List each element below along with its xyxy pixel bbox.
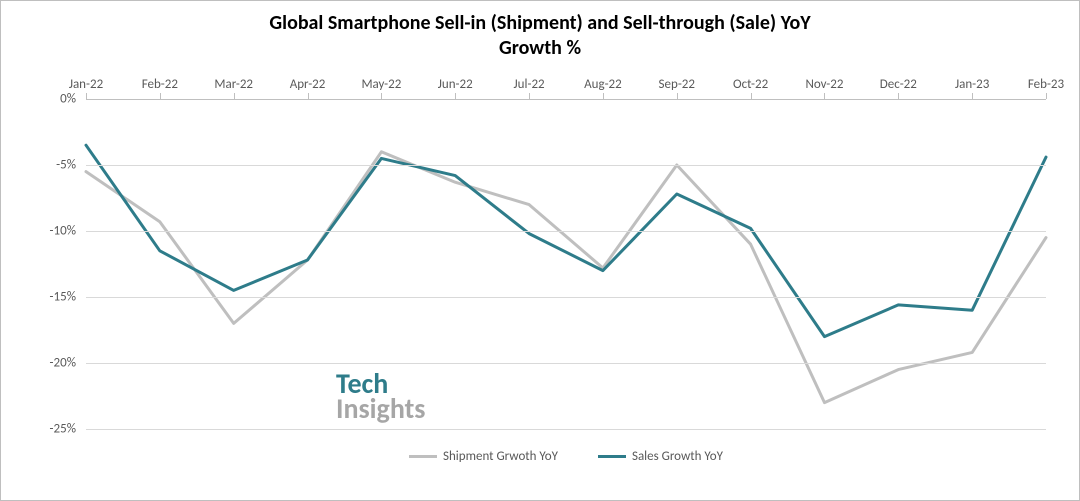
x-tick-label: Jul-22 <box>514 77 545 92</box>
chart-container: Global Smartphone Sell-in (Shipment) and… <box>0 0 1080 501</box>
x-tick <box>1046 93 1047 99</box>
y-tick-label: -10% <box>50 224 76 239</box>
x-tick <box>824 93 825 99</box>
x-tick-label: Jan-22 <box>69 77 103 92</box>
chart-title-line2: Growth % <box>1 36 1079 61</box>
x-tick <box>972 93 973 99</box>
x-tick-label: Jan-23 <box>955 77 989 92</box>
x-tick-label: Oct-22 <box>733 77 768 92</box>
legend-swatch <box>598 455 626 458</box>
x-tick-label: May-22 <box>361 77 401 92</box>
x-tick <box>160 93 161 99</box>
series-line <box>86 152 1046 403</box>
x-tick <box>603 93 604 99</box>
gridline <box>86 165 1046 166</box>
y-tick-label: -5% <box>56 158 76 173</box>
x-tick <box>751 93 752 99</box>
y-tick-label: -25% <box>50 422 76 437</box>
gridline <box>86 99 1046 100</box>
gridline <box>86 363 1046 364</box>
gridline <box>86 231 1046 232</box>
x-tick-label: Nov-22 <box>805 77 843 92</box>
gridline <box>86 429 1046 430</box>
x-tick-label: Jun-22 <box>438 77 473 92</box>
legend-item: Shipment Grwoth YoY <box>409 449 558 464</box>
legend: Shipment Grwoth YoY Sales Growth YoY <box>86 449 1046 464</box>
y-tick-label: -20% <box>50 356 76 371</box>
x-tick <box>234 93 235 99</box>
x-tick <box>86 93 87 99</box>
x-tick-label: Apr-22 <box>290 77 326 92</box>
x-tick <box>455 93 456 99</box>
legend-label: Shipment Grwoth YoY <box>443 449 558 464</box>
x-tick <box>677 93 678 99</box>
legend-item: Sales Growth YoY <box>598 449 723 464</box>
x-tick <box>529 93 530 99</box>
chart-title-line1: Global Smartphone Sell-in (Shipment) and… <box>1 11 1079 36</box>
series-line <box>86 145 1046 336</box>
y-tick-label: -15% <box>50 290 76 305</box>
x-axis: Jan-22Feb-22Mar-22Apr-22May-22Jun-22Jul-… <box>86 77 1046 97</box>
y-tick-label: 0% <box>60 92 76 107</box>
x-tick-label: Aug-22 <box>584 77 622 92</box>
x-tick-label: Dec-22 <box>880 77 917 92</box>
legend-swatch <box>409 455 437 458</box>
gridline <box>86 297 1046 298</box>
legend-label: Sales Growth YoY <box>632 449 723 464</box>
line-series-svg <box>86 99 1046 429</box>
x-tick <box>898 93 899 99</box>
chart-title: Global Smartphone Sell-in (Shipment) and… <box>1 11 1079 61</box>
x-tick-label: Mar-22 <box>214 77 253 92</box>
x-tick <box>308 93 309 99</box>
x-tick <box>381 93 382 99</box>
x-tick-label: Feb-23 <box>1028 77 1064 92</box>
x-tick-label: Feb-22 <box>142 77 178 92</box>
y-axis: 0%-5%-10%-15%-20%-25% <box>1 99 76 429</box>
plot-area <box>86 99 1046 429</box>
x-tick-label: Sep-22 <box>659 77 695 92</box>
